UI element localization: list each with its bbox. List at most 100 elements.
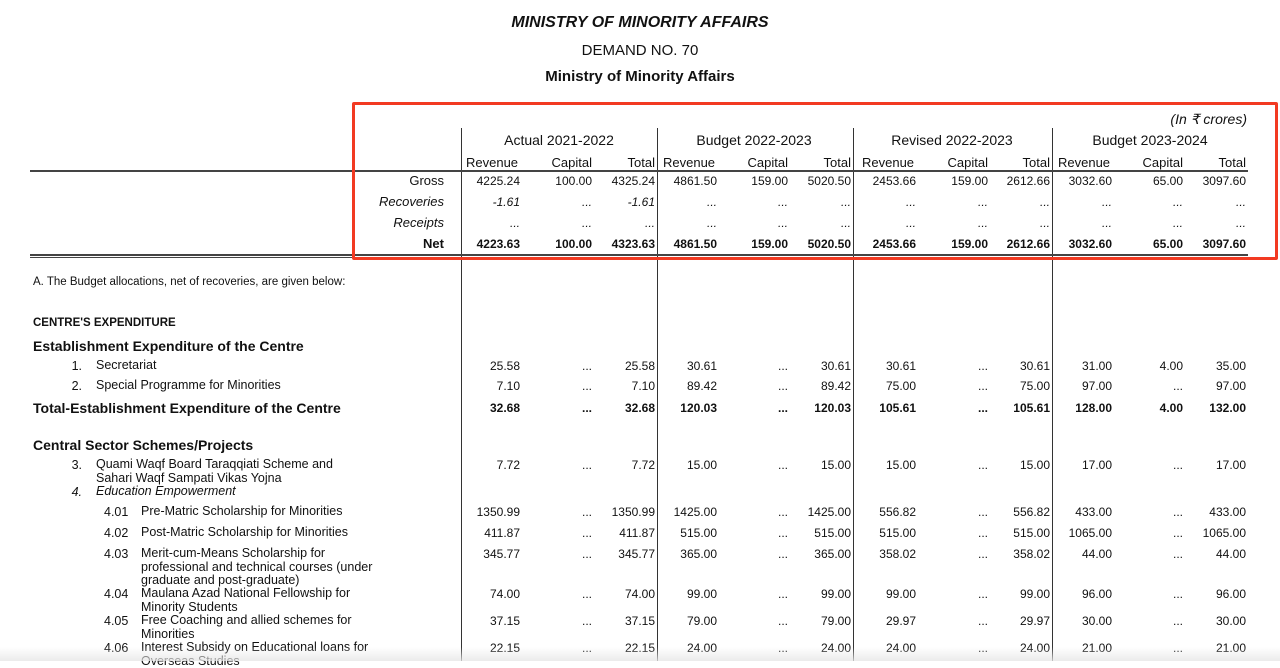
summary-cell: 4325.24 [611,174,655,188]
summary-cell: -1.61 [492,195,520,209]
table-cell: 132.00 [1209,401,1246,415]
table-cell: 97.00 [1215,379,1246,393]
summary-cell: ... [1172,216,1183,230]
row-number: 4.01 [104,505,129,519]
summary-cell: 159.00 [751,237,788,251]
row-number: 2. [71,379,82,393]
table-cell: 29.97 [885,614,916,628]
table-cell: 515.00 [680,526,717,540]
table-cell: ... [1172,379,1183,393]
summary-cell: 159.00 [951,237,988,251]
summary-cell: 100.00 [555,174,592,188]
table-cell: ... [777,401,788,415]
row-number: 4. [71,485,82,499]
table-cell: 44.00 [1215,547,1246,561]
table-cell: 89.42 [686,379,717,393]
summary-cell: ... [1039,195,1050,209]
table-cell: 433.00 [1209,505,1246,519]
table-cell: ... [581,587,592,601]
table-cell: ... [977,401,988,415]
row-label: Pre-Matric Scholarship for Minorities [141,504,343,518]
summary-cell: 159.00 [951,174,988,188]
summary-cell: 2612.66 [1006,174,1050,188]
table-cell: 37.15 [489,614,520,628]
row-number: 1. [71,359,82,373]
summary-cell: 3097.60 [1202,174,1246,188]
table-cell: ... [977,526,988,540]
table-cell: 30.61 [1019,359,1050,373]
table-cell: ... [977,458,988,472]
table-cell: ... [1172,526,1183,540]
summary-cell: 65.00 [1152,237,1183,251]
row-label: Special Programme for Minorities [96,378,281,392]
table-cell: 15.00 [1019,458,1050,472]
allocation-note: A. The Budget allocations, net of recove… [33,276,346,288]
summary-rule [30,254,1248,256]
table-cell: 79.00 [686,614,717,628]
table-cell: 32.68 [489,401,520,415]
summary-cell: ... [1101,195,1112,209]
summary-cell: 5020.50 [807,174,851,188]
summary-cell: 159.00 [751,174,788,188]
row-label: Education Empowerment [96,484,236,498]
table-cell: 128.00 [1075,401,1112,415]
table-cell: 15.00 [686,458,717,472]
table-cell: 365.00 [814,547,851,561]
table-cell: 4.00 [1159,401,1183,415]
table-cell: 96.00 [1215,587,1246,601]
ministry-name: Ministry of Minority Affairs [545,68,735,85]
summary-cell: ... [777,195,788,209]
table-cell: ... [777,526,788,540]
summary-cell: 5020.50 [807,237,851,251]
summary-cell: 2612.66 [1006,237,1050,251]
table-cell: 411.87 [619,526,655,540]
summary-cell: ... [1235,216,1246,230]
table-cell: 358.02 [879,547,916,561]
summary-row-label: Net [423,236,444,251]
column-divider [853,128,854,661]
column-divider [461,128,462,661]
table-cell: ... [1172,587,1183,601]
table-cell: ... [977,547,988,561]
table-cell: 515.00 [814,526,851,540]
table-cell: 7.72 [496,458,520,472]
table-cell: 25.58 [624,359,655,373]
table-cell: 7.10 [496,379,520,393]
table-cell: ... [581,458,592,472]
table-cell: 75.00 [1019,379,1050,393]
summary-cell: ... [706,195,717,209]
sub-column-header: Revenue [466,155,519,170]
table-cell: 17.00 [1215,458,1246,472]
table-cell: 35.00 [1215,359,1246,373]
table-cell: 30.61 [820,359,851,373]
table-cell: ... [777,505,788,519]
sub-column-header: Capital [747,155,788,170]
table-cell: 345.77 [618,547,655,561]
document-title: MINISTRY OF MINORITY AFFAIRS [511,14,769,31]
table-cell: 1065.00 [1202,526,1246,540]
table-cell: 29.97 [1019,614,1050,628]
sub-column-header: Capital [947,155,988,170]
column-group-header: Actual 2021-2022 [504,132,614,148]
summary-cell: ... [706,216,717,230]
table-cell: 1425.00 [807,505,851,519]
summary-cell: ... [581,195,592,209]
sub-column-header: Revenue [862,155,915,170]
sub-column-header: Capital [1142,155,1183,170]
column-divider [657,128,658,661]
table-cell: 105.61 [879,401,916,415]
sub-column-header: Revenue [1058,155,1111,170]
summary-cell: 3032.60 [1068,237,1112,251]
table-cell: 1065.00 [1068,526,1112,540]
table-cell: 30.61 [885,359,916,373]
table-cell: 74.00 [624,587,655,601]
table-cell: 411.87 [484,526,520,540]
table-cell: 31.00 [1081,359,1112,373]
table-cell: ... [581,614,592,628]
table-cell: ... [777,547,788,561]
column-group-header: Budget 2022-2023 [696,132,812,148]
table-cell: 4.00 [1159,359,1183,373]
summary-cell: 3032.60 [1068,174,1112,188]
row-label: Maulana Azad National Fellowship for Min… [141,586,351,614]
table-cell: ... [777,614,788,628]
